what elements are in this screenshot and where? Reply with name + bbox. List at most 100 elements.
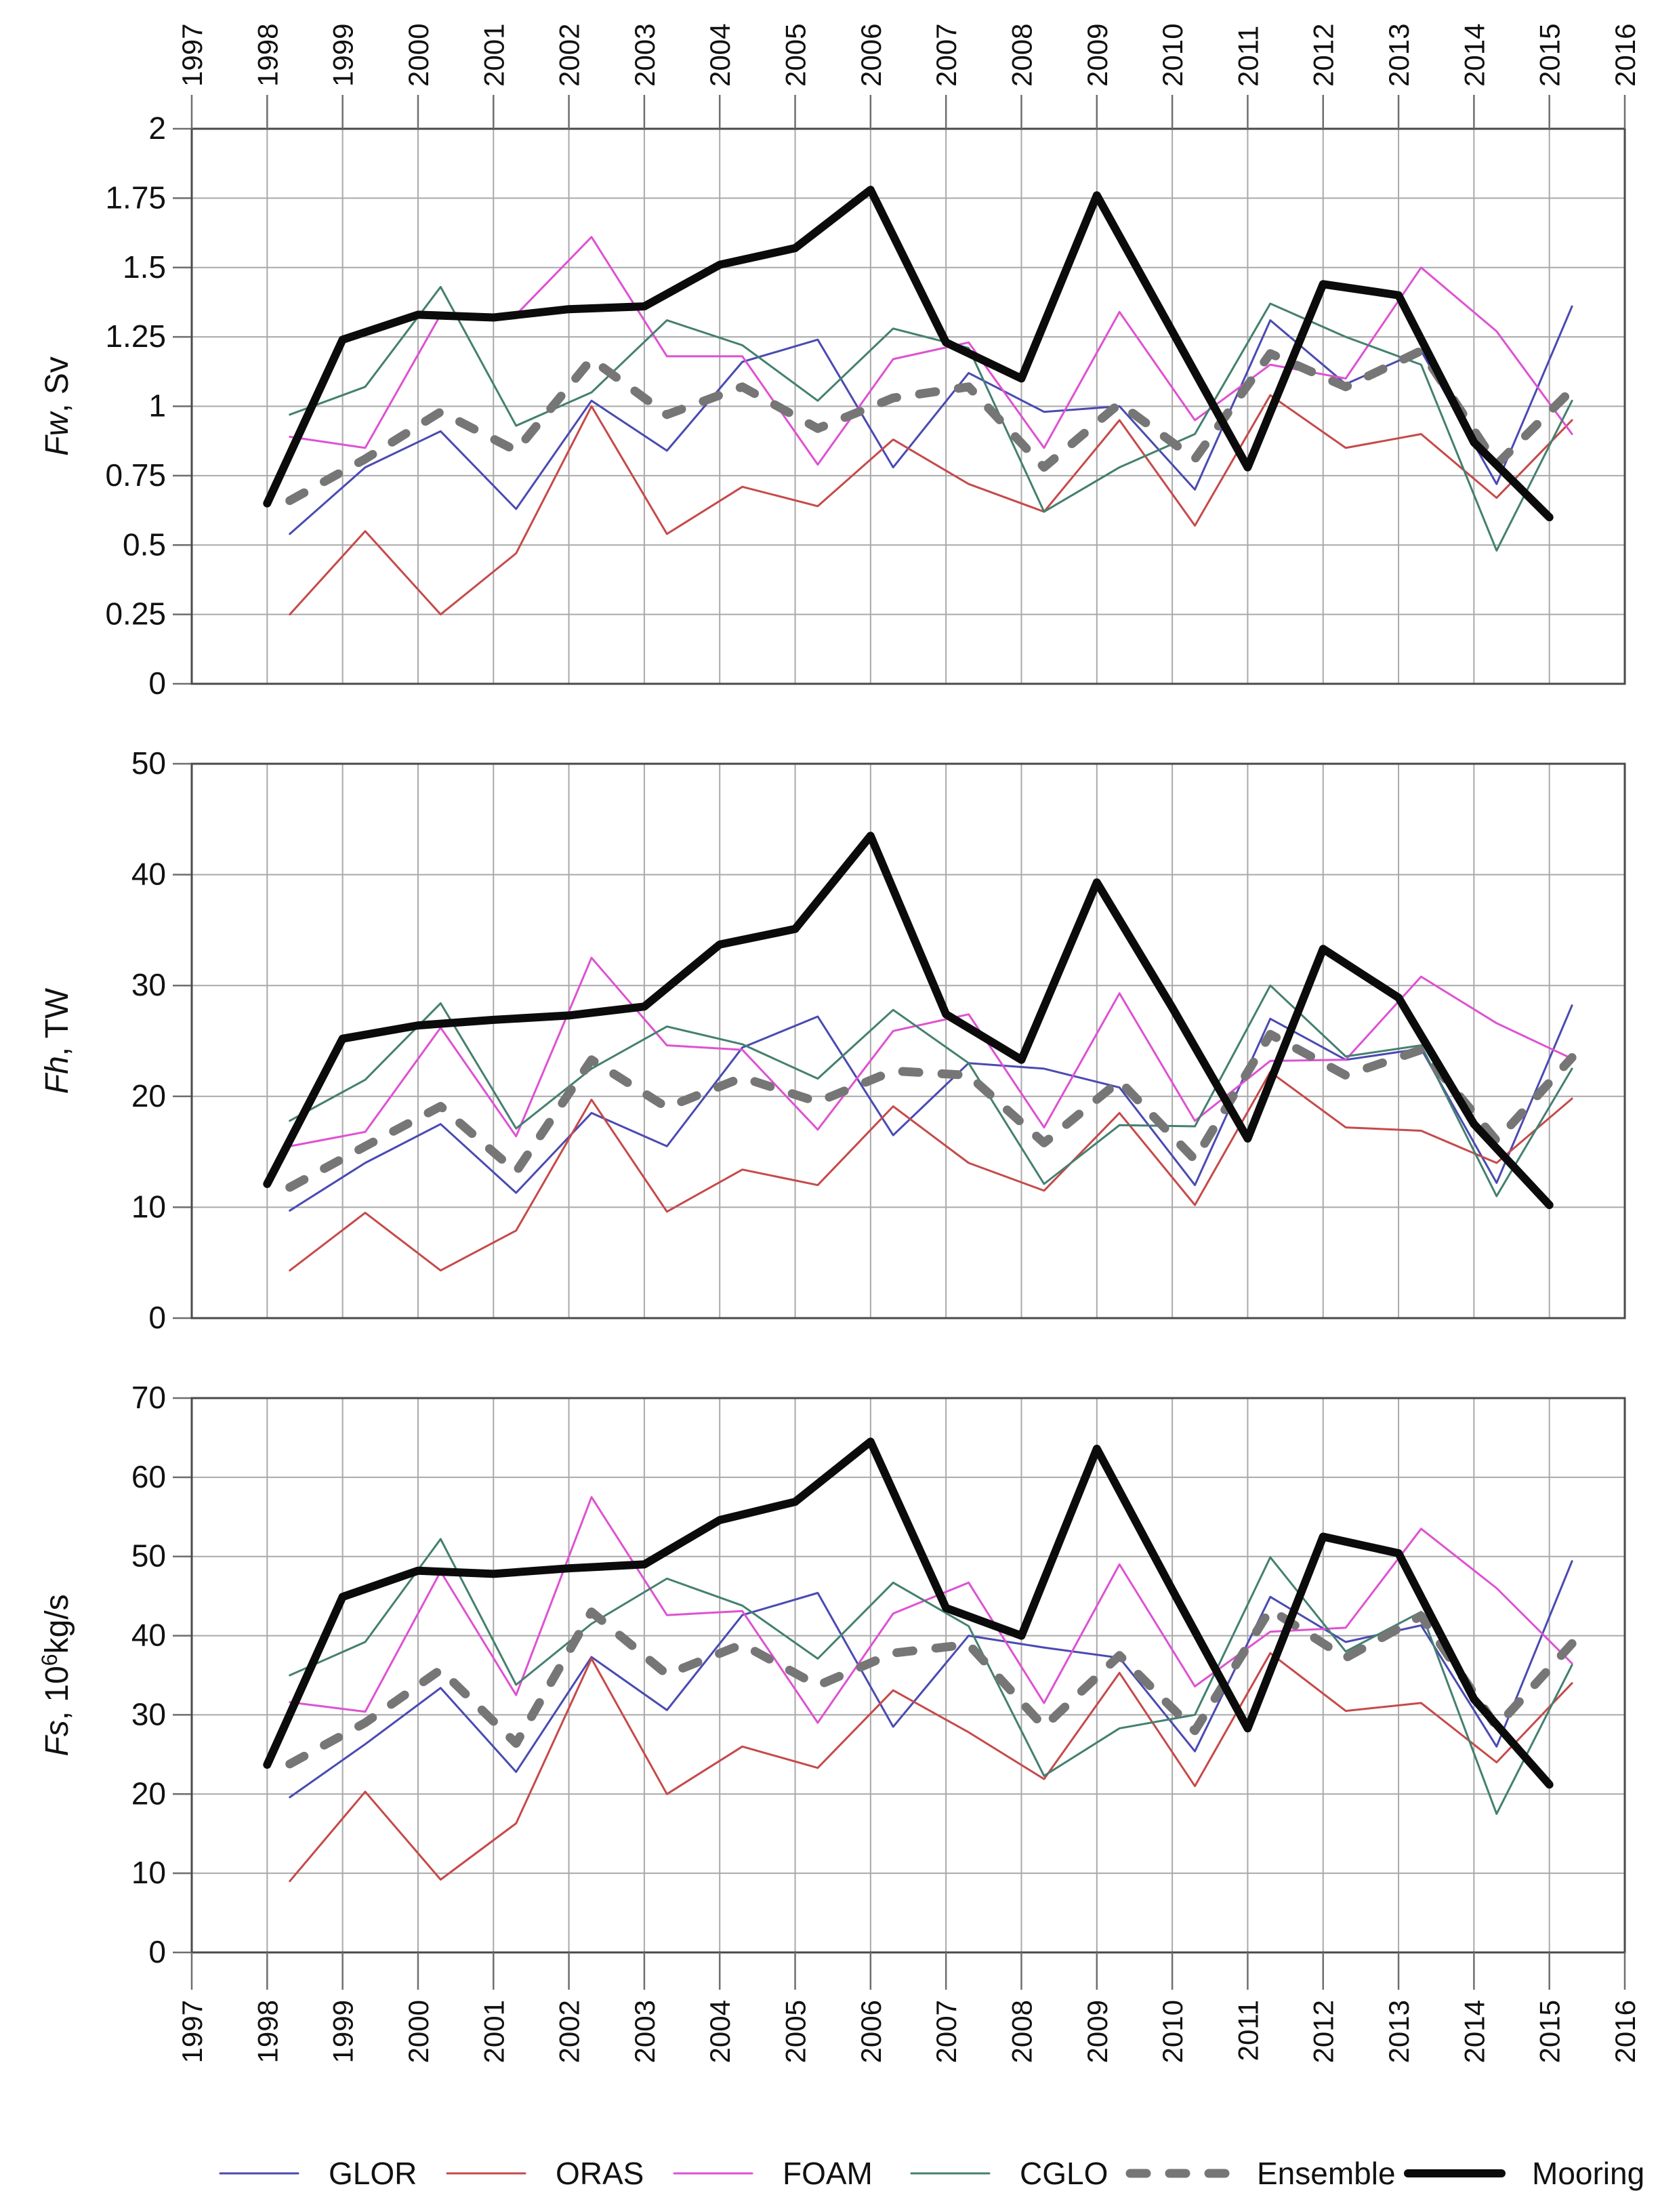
panel-border [190, 1397, 1626, 1954]
x-tick-label-top: 2009 [1081, 24, 1113, 87]
bottom-axis: 1997 1998 1999 2000 2001 2002 2003 2004 2005 2006… [176, 1952, 1641, 2063]
x-tick-label-bottom: 2014 [1458, 2000, 1490, 2063]
y-tick-label: 1.75 [105, 180, 166, 215]
y-axis-title: Fh, TW [39, 987, 75, 1094]
series-glor [289, 1560, 1573, 1799]
x-tick-label-top: 2005 [780, 24, 812, 87]
y-tick-label: 70 [131, 1380, 166, 1415]
x-tick-label-top: 2004 [704, 24, 736, 87]
panel-fw: 2 1.75 1.5 1.25 1 0.75 0.5 0.25 0 Fw, Sv [39, 110, 1626, 701]
x-tick-label-top: 2007 [930, 24, 962, 87]
series-cglo [289, 1538, 1573, 1815]
legend-item-oras: ORAS [446, 2156, 644, 2191]
series-mooring [263, 1437, 1554, 1789]
y-tick-label: 0.5 [123, 527, 166, 562]
y-tick-label: 40 [131, 857, 166, 892]
series-mooring [263, 832, 1554, 1210]
x-tick-label-top: 1997 [176, 24, 208, 87]
y-tick-label: 0 [148, 1300, 166, 1335]
series-oras [289, 1071, 1573, 1272]
legend-label: Mooring [1532, 2156, 1644, 2191]
x-tick-label-bottom: 2012 [1308, 2000, 1340, 2063]
x-tick-label-bottom: 2004 [704, 2000, 736, 2063]
series-oras [289, 1652, 1573, 1883]
y-tick-label: 60 [131, 1459, 166, 1494]
x-tick-label-top: 2012 [1308, 24, 1340, 87]
x-tick-label-bottom: 2010 [1157, 2000, 1188, 2063]
x-tick-label-top: 2001 [478, 24, 510, 87]
x-tick-label-bottom: 2013 [1383, 2000, 1415, 2063]
x-tick-label-top: 2010 [1157, 24, 1188, 87]
x-tick-label-bottom: 2007 [930, 2000, 962, 2063]
series-ensemble [285, 346, 1577, 506]
legend-label: CGLO [1020, 2156, 1108, 2191]
y-tick-label: 1 [148, 388, 166, 424]
x-tick-label-bottom: 2001 [478, 2000, 510, 2063]
legend-item-mooring: Mooring [1404, 2156, 1644, 2191]
x-tick-label-bottom: 1998 [251, 2000, 283, 2063]
x-tick-label-top: 2006 [855, 24, 887, 87]
panel-border [190, 127, 1626, 685]
series-cglo [289, 984, 1573, 1197]
y-tick-label: 1.25 [105, 319, 166, 354]
y-tick-label: 50 [131, 1538, 166, 1574]
y-tick-label: 0 [148, 1934, 166, 1969]
x-tick-label-bottom: 2005 [780, 2000, 812, 2063]
legend-item-foam: FOAM [673, 2156, 873, 2191]
series-oras [289, 394, 1573, 616]
x-tick-label-top: 2013 [1383, 24, 1415, 87]
y-tick-label: 50 [131, 745, 166, 781]
series-ensemble [285, 1605, 1577, 1769]
x-tick-label-top: 2003 [629, 24, 661, 87]
x-tick-label-top: 2015 [1534, 24, 1566, 87]
x-tick-label-bottom: 2015 [1534, 2000, 1566, 2063]
x-tick-label-top: 2014 [1458, 24, 1490, 87]
y-tick-label: 40 [131, 1618, 166, 1653]
x-tick-label-bottom: 2000 [402, 2000, 434, 2063]
x-tick-label-bottom: 2006 [855, 2000, 887, 2063]
y-tick-label: 20 [131, 1078, 166, 1113]
x-tick-label-top: 2002 [554, 24, 585, 87]
y-tick-label: 2 [148, 110, 166, 146]
y-tick-label: 10 [131, 1189, 166, 1224]
gridlines [191, 128, 1625, 684]
x-tick-label-bottom: 1997 [176, 2000, 208, 2063]
y-axis-title: Fw, Sv [39, 356, 75, 456]
series-foam [289, 956, 1573, 1147]
y-tick-label: 30 [131, 1696, 166, 1732]
x-tick-label-bottom: 2009 [1081, 2000, 1113, 2063]
x-tick-label-top: 2000 [402, 24, 434, 87]
legend-item-glor: GLOR [219, 2156, 417, 2191]
series-group [263, 1437, 1577, 1883]
y-tick-label: 0.25 [105, 596, 166, 632]
y-tick-label: 10 [131, 1855, 166, 1890]
legend: GLOR ORAS FOAM CGLO Ensemble Mooring [219, 2156, 1644, 2191]
x-tick-label-bottom: 2008 [1006, 2000, 1037, 2063]
series-ensemble [285, 1029, 1577, 1192]
series-group [263, 186, 1577, 616]
y-tick-label: 0 [148, 665, 166, 701]
legend-label: Ensemble [1257, 2156, 1396, 2191]
y-tick-label: 30 [131, 967, 166, 1002]
series-mooring [263, 186, 1554, 522]
x-tick-label-top: 2011 [1232, 26, 1264, 87]
panel-border [190, 762, 1626, 1319]
x-tick-label-bottom: 2002 [554, 2000, 585, 2063]
y-tick-label: 0.75 [105, 457, 166, 493]
series-glor [289, 1004, 1573, 1212]
legend-label: ORAS [556, 2156, 644, 2191]
x-tick-label-top: 2008 [1006, 24, 1037, 87]
gridlines [191, 1397, 1625, 1953]
gridlines [191, 763, 1625, 1319]
x-tick-label-bottom: 2003 [629, 2000, 661, 2063]
legend-label: GLOR [329, 2156, 417, 2191]
legend-item-ensemble: Ensemble [1125, 2156, 1396, 2191]
series-foam [289, 236, 1573, 466]
y-axis-title: Fs, 106kg/s [37, 1594, 75, 1756]
x-tick-label-top: 2016 [1609, 24, 1641, 87]
x-tick-label-bottom: 2011 [1232, 2000, 1264, 2061]
series-foam [289, 1496, 1573, 1724]
x-tick-label-bottom: 2016 [1609, 2000, 1641, 2063]
